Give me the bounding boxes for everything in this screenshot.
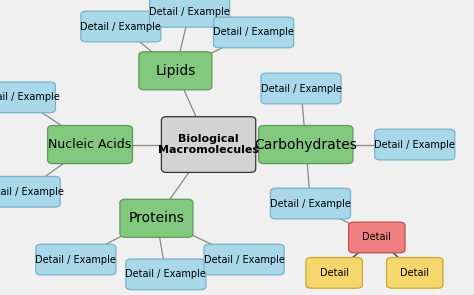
FancyBboxPatch shape <box>149 0 229 27</box>
Text: Detail / Example: Detail / Example <box>270 199 351 209</box>
FancyBboxPatch shape <box>213 17 293 48</box>
Text: Detail / Example: Detail / Example <box>149 7 230 17</box>
Text: Biological
Macromolecules: Biological Macromolecules <box>158 134 259 155</box>
Text: Detail / Example: Detail / Example <box>0 92 59 102</box>
FancyBboxPatch shape <box>348 222 405 253</box>
Text: Detail / Example: Detail / Example <box>213 27 294 37</box>
FancyBboxPatch shape <box>261 73 341 104</box>
FancyBboxPatch shape <box>387 258 443 288</box>
Text: Detail / Example: Detail / Example <box>0 187 64 197</box>
FancyBboxPatch shape <box>374 129 455 160</box>
Text: Detail / Example: Detail / Example <box>261 83 341 94</box>
FancyBboxPatch shape <box>139 52 212 90</box>
Text: Detail / Example: Detail / Example <box>204 255 284 265</box>
FancyBboxPatch shape <box>47 126 132 163</box>
FancyBboxPatch shape <box>204 244 284 275</box>
Text: Detail: Detail <box>319 268 349 278</box>
FancyBboxPatch shape <box>81 11 161 42</box>
Text: Detail / Example: Detail / Example <box>126 269 206 279</box>
Text: Detail / Example: Detail / Example <box>36 255 116 265</box>
Text: Nucleic Acids: Nucleic Acids <box>48 138 132 151</box>
FancyBboxPatch shape <box>270 188 350 219</box>
FancyBboxPatch shape <box>306 258 362 288</box>
FancyBboxPatch shape <box>161 117 255 172</box>
FancyBboxPatch shape <box>36 244 116 275</box>
Text: Detail / Example: Detail / Example <box>81 22 161 32</box>
Text: Carbohydrates: Carbohydrates <box>254 137 357 152</box>
Text: Detail: Detail <box>362 232 392 242</box>
Text: Detail / Example: Detail / Example <box>374 140 455 150</box>
FancyBboxPatch shape <box>259 126 353 163</box>
Text: Detail: Detail <box>400 268 429 278</box>
FancyBboxPatch shape <box>126 259 206 290</box>
FancyBboxPatch shape <box>0 176 60 207</box>
FancyBboxPatch shape <box>120 199 193 237</box>
Text: Proteins: Proteins <box>128 211 184 225</box>
Text: Lipids: Lipids <box>155 64 196 78</box>
FancyBboxPatch shape <box>0 82 55 113</box>
